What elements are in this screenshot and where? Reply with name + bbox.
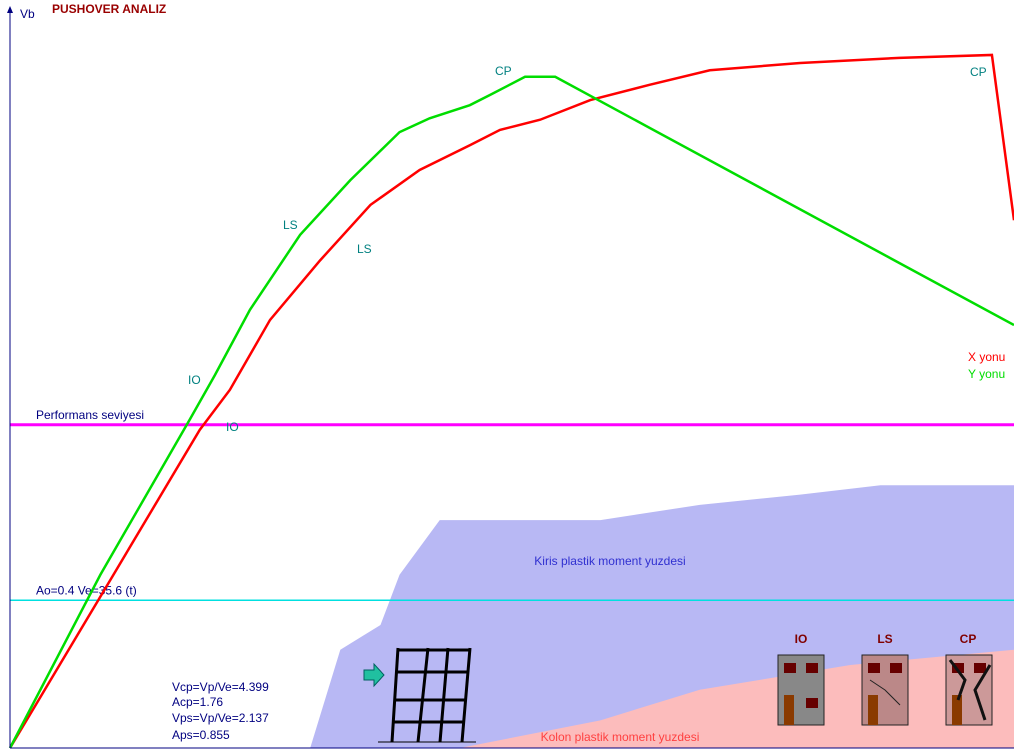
door bbox=[868, 695, 878, 725]
damage-icons: IO LS CP bbox=[777, 632, 993, 726]
window bbox=[868, 663, 880, 673]
area-label: Kiris plastik moment yuzdesi bbox=[534, 554, 685, 568]
point-label: LS bbox=[283, 218, 298, 232]
point-label: LS bbox=[357, 242, 372, 256]
point-label: IO bbox=[226, 420, 239, 434]
window bbox=[952, 663, 964, 673]
reference-label: Ao=0.4 Ve=35.6 (t) bbox=[36, 583, 137, 597]
push-arrow bbox=[363, 662, 385, 688]
legend-label: Y yonu bbox=[968, 367, 1005, 381]
window bbox=[890, 663, 902, 673]
chart-title: PUSHOVER ANALIZ bbox=[52, 2, 166, 16]
axis-arrow bbox=[7, 6, 13, 13]
crack bbox=[948, 659, 992, 721]
series-line bbox=[8, 53, 1014, 749]
door bbox=[784, 695, 794, 725]
series-line bbox=[8, 75, 1014, 749]
reference-label: Performans seviyesi bbox=[36, 408, 144, 422]
frame-icon bbox=[390, 647, 472, 743]
window bbox=[806, 663, 818, 673]
line-layer: Performans seviyesi Ao=0.4 Ve=35.6 (t) IO L… bbox=[8, 53, 1014, 749]
window bbox=[806, 698, 818, 708]
area-label: Kolon plastik moment yuzdesi bbox=[541, 730, 700, 744]
point-label: IO bbox=[188, 373, 201, 387]
window bbox=[784, 663, 796, 673]
legend-label: X yonu bbox=[968, 350, 1005, 364]
crack bbox=[869, 679, 901, 706]
damage-label: IO bbox=[795, 632, 808, 646]
damage-label: LS bbox=[877, 632, 892, 646]
result-text: Aps=0.855 bbox=[172, 728, 230, 742]
window bbox=[974, 663, 986, 673]
result-text: Vcp=Vp/Ve=4.399 bbox=[172, 680, 269, 694]
damage-label: CP bbox=[960, 632, 977, 646]
results: Vcp=Vp/Ve=4.399 Acp=1.76 Vps=Vp/Ve=2.137… bbox=[172, 680, 269, 742]
point-label: CP bbox=[495, 64, 512, 78]
door bbox=[952, 695, 962, 725]
point-label: CP bbox=[970, 65, 987, 79]
result-text: Acp=1.76 bbox=[172, 695, 223, 709]
y-axis-label: Vb bbox=[20, 7, 35, 21]
result-text: Vps=Vp/Ve=2.137 bbox=[172, 711, 269, 725]
